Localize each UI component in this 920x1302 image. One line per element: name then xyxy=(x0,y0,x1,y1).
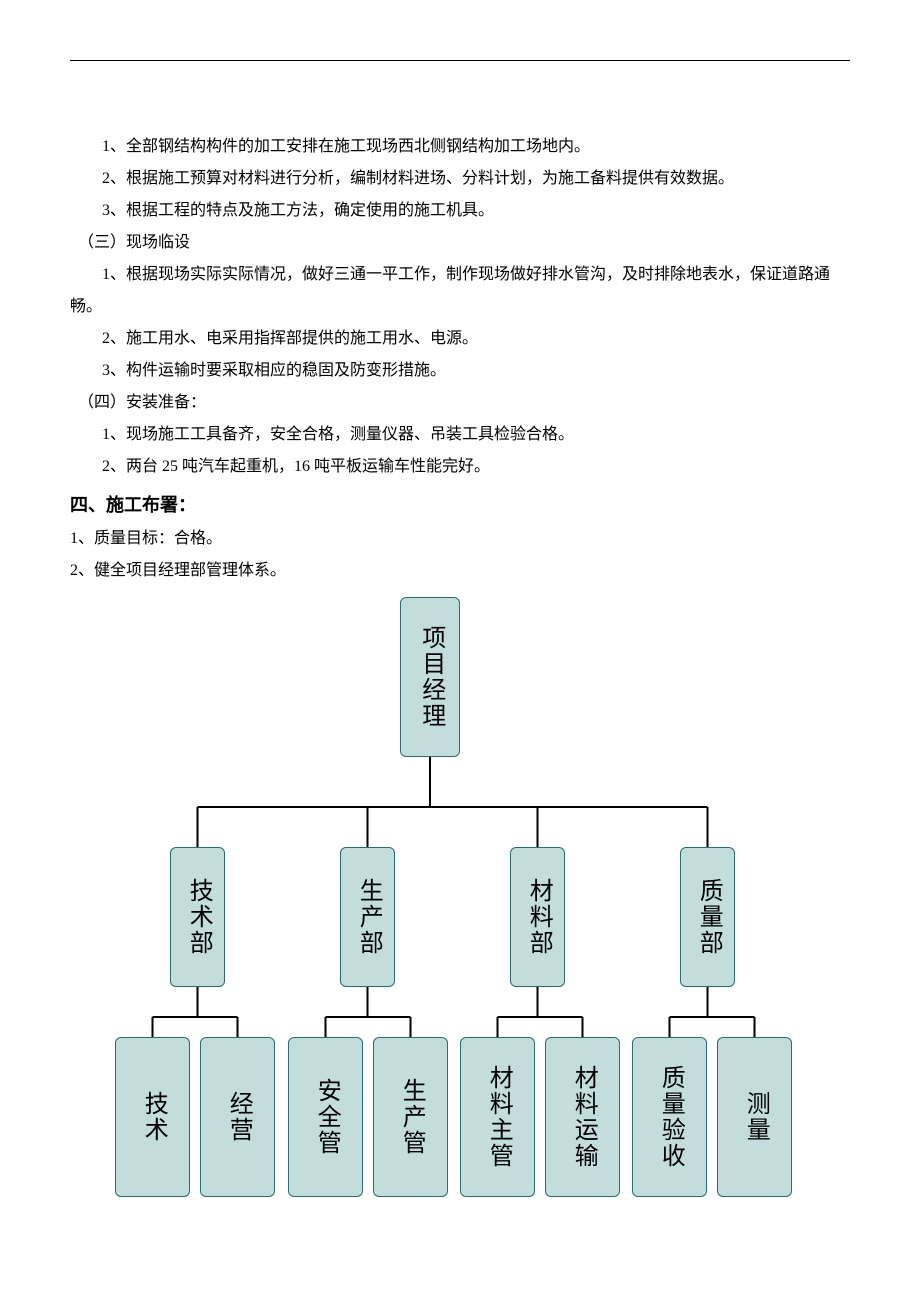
org-node-l5: 材料主管 xyxy=(460,1037,535,1197)
para-7-text: 1、现场施工工具备齐，安全合格，测量仪器、吊装工具检验合格。 xyxy=(102,426,574,443)
org-node-l1: 技术 xyxy=(115,1037,190,1197)
page-divider xyxy=(70,60,850,61)
org-node-l4: 生产管 xyxy=(373,1037,448,1197)
para-8-text: 2、两台 25 吨汽车起重机，16 吨平板运输车性能完好。 xyxy=(102,458,490,475)
subheading-3-text: （三）现场临设 xyxy=(78,234,190,251)
org-node-d1: 技术部 xyxy=(170,847,225,987)
para-6: 3、构件运输时要采取相应的稳固及防变形措施。 xyxy=(70,355,850,387)
org-node-d3: 材料部 xyxy=(510,847,565,987)
para-4: 1、根据现场实际实际情况，做好三通一平工作，制作现场做好排水管沟，及时排除地表水… xyxy=(70,259,850,323)
org-node-l6: 材料运输 xyxy=(545,1037,620,1197)
para-5: 2、施工用水、电采用指挥部提供的施工用水、电源。 xyxy=(70,323,850,355)
org-node-d4: 质量部 xyxy=(680,847,735,987)
para-10: 2、健全项目经理部管理体系。 xyxy=(70,555,850,587)
org-node-l3: 安全管 xyxy=(288,1037,363,1197)
org-node-d2: 生产部 xyxy=(340,847,395,987)
para-2-text: 2、根据施工预算对材料进行分析，编制材料进场、分料计划，为施工备料提供有效数据。 xyxy=(102,170,734,187)
section-4-title: 四、施工布署： xyxy=(70,487,850,523)
para-10-text: 2、健全项目经理部管理体系。 xyxy=(70,562,286,579)
subheading-4-text: （四）安装准备： xyxy=(78,394,206,411)
para-5-text: 2、施工用水、电采用指挥部提供的施工用水、电源。 xyxy=(102,330,478,347)
org-node-l8: 测量 xyxy=(717,1037,792,1197)
para-6-text: 3、构件运输时要采取相应的稳固及防变形措施。 xyxy=(102,362,446,379)
para-1: 1、全部钢结构构件的加工安排在施工现场西北侧钢结构加工场地内。 xyxy=(70,131,850,163)
para-8: 2、两台 25 吨汽车起重机，16 吨平板运输车性能完好。 xyxy=(70,451,850,483)
org-node-root: 项目经理 xyxy=(400,597,460,757)
para-1-text: 1、全部钢结构构件的加工安排在施工现场西北侧钢结构加工场地内。 xyxy=(102,138,590,155)
para-2: 2、根据施工预算对材料进行分析，编制材料进场、分料计划，为施工备料提供有效数据。 xyxy=(70,163,850,195)
subheading-3: （三）现场临设 xyxy=(70,227,850,259)
para-3-text: 3、根据工程的特点及施工方法，确定使用的施工机具。 xyxy=(102,202,494,219)
org-node-l2: 经营 xyxy=(200,1037,275,1197)
para-9-text: 1、质量目标：合格。 xyxy=(70,530,222,547)
para-7: 1、现场施工工具备齐，安全合格，测量仪器、吊装工具检验合格。 xyxy=(70,419,850,451)
section-4-title-text: 四、施工布署： xyxy=(70,495,196,515)
para-4-text: 1、根据现场实际实际情况，做好三通一平工作，制作现场做好排水管沟，及时排除地表水… xyxy=(70,266,830,315)
subheading-4: （四）安装准备： xyxy=(70,387,850,419)
para-3: 3、根据工程的特点及施工方法，确定使用的施工机具。 xyxy=(70,195,850,227)
para-9: 1、质量目标：合格。 xyxy=(70,523,850,555)
org-node-l7: 质量验收 xyxy=(632,1037,707,1197)
org-chart: 项目经理技术部 生产部 材料部 质量部技术经营安全管生产管材料主管材料运输质量验收测量 xyxy=(70,597,850,1197)
